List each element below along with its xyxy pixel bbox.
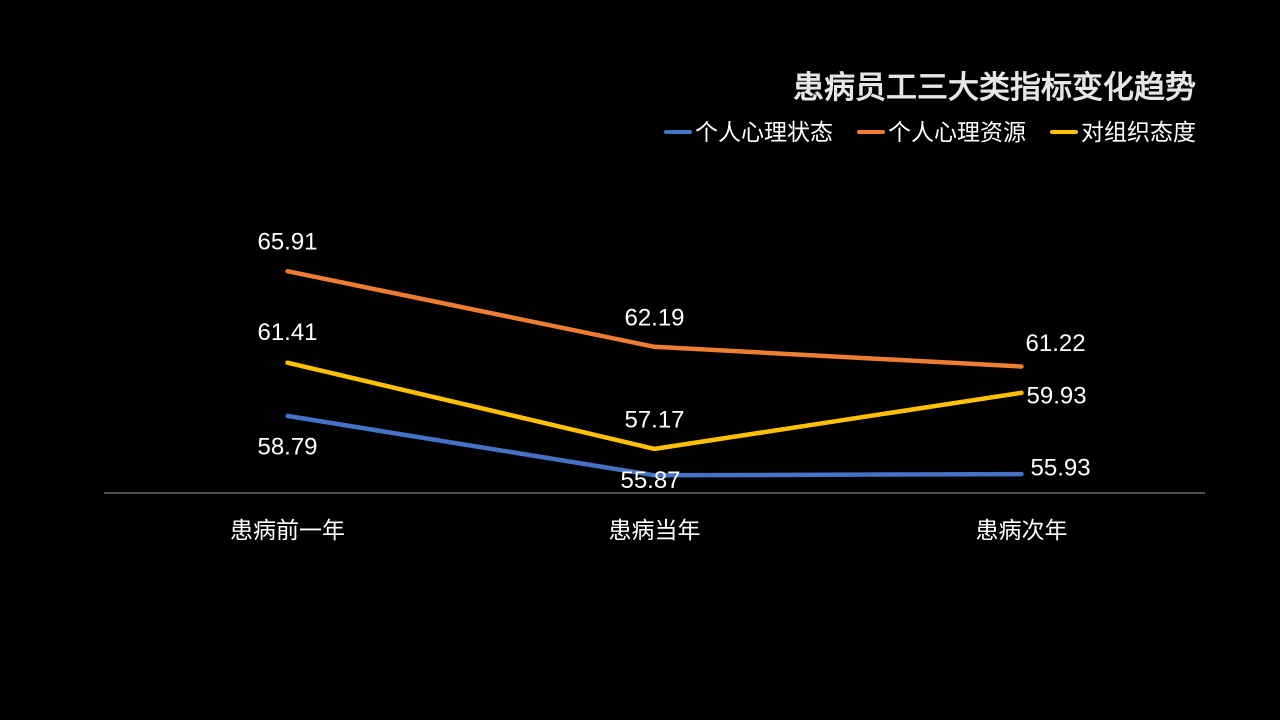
- x-tick-label: 患病次年: [976, 517, 1068, 543]
- data-label: 55.87: [620, 467, 680, 494]
- data-label: 55.93: [1031, 455, 1091, 482]
- legend-item: 对组织态度: [1050, 118, 1196, 146]
- legend-label: 个人心理状态: [695, 119, 833, 145]
- legend-swatch: [1050, 130, 1078, 134]
- legend: 个人心理状态 个人心理资源 对组织态度: [664, 118, 1196, 146]
- data-label: 61.22: [1026, 330, 1086, 357]
- data-label: 57.17: [624, 406, 684, 433]
- series-line: [285, 268, 1024, 369]
- legend-swatch: [664, 130, 692, 134]
- legend-label: 个人心理资源: [888, 119, 1026, 145]
- series-line: [285, 360, 1024, 452]
- data-label: 59.93: [1027, 382, 1087, 409]
- data-label: 58.79: [257, 433, 317, 460]
- series-line: [285, 413, 1024, 478]
- data-label: 62.19: [624, 304, 684, 331]
- legend-item: 个人心理状态: [664, 118, 833, 146]
- data-label: 65.91: [257, 229, 317, 256]
- legend-item: 个人心理资源: [857, 118, 1026, 146]
- x-tick-label: 患病前一年: [230, 517, 345, 543]
- chart-title: 患病员工三大类指标变化趋势: [793, 70, 1196, 105]
- legend-swatch: [857, 130, 885, 134]
- data-label: 61.41: [257, 319, 317, 346]
- x-tick-label: 患病当年: [609, 517, 701, 543]
- legend-label: 对组织态度: [1081, 119, 1196, 145]
